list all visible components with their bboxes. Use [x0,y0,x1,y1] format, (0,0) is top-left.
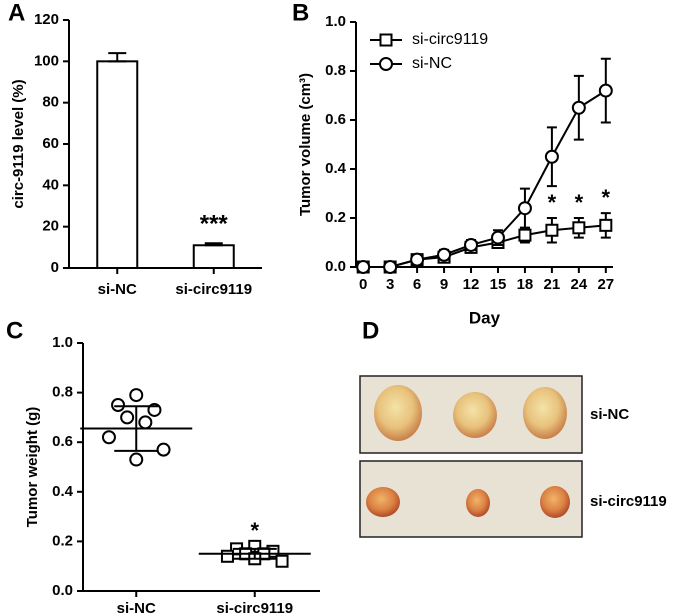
y-tick-label: 0 [51,259,59,276]
y-tick-label: 80 [42,94,59,111]
image-panel: D si-NC si-circ9119 [359,317,667,538]
y-tick-label: 0.8 [52,384,73,401]
x-tick-label: si-NC [117,600,156,616]
marker [383,260,398,274]
y-tick-label: 0.2 [325,209,346,226]
error-bar [204,242,223,247]
marker [599,218,613,232]
tumor [540,486,570,518]
marker [129,388,144,403]
panel-label: C [6,317,23,344]
x-tick-label: 6 [413,276,421,293]
y-tick-label: 60 [42,135,59,152]
marker [598,83,613,98]
error-bar [108,52,127,63]
marker [437,247,452,262]
bar [192,244,235,269]
tumor [523,387,567,439]
tumor [366,487,400,517]
marker [544,149,559,164]
photo-label: si-circ9119 [590,493,667,510]
marker [464,237,479,252]
panel-label: A [8,0,25,26]
bar [96,60,139,270]
y-tick-label: 40 [42,176,59,193]
marker [156,442,171,457]
marker [410,252,425,267]
marker [490,230,505,245]
y-tick-label: 0.6 [52,433,73,450]
marker [220,549,234,563]
x-tick-label: 0 [359,276,367,293]
annotation: * [250,518,259,543]
marker [379,57,393,71]
marker [517,201,532,216]
y-tick-label: 0.4 [325,160,347,177]
y-tick-label: 100 [34,52,59,69]
tumor [466,489,490,517]
marker [571,100,586,115]
y-axis-title: Tumor weight (g) [24,407,41,528]
y-tick-label: 120 [34,11,59,28]
x-tick-label: 9 [440,276,448,293]
legend-label: si-circ9119 [412,31,488,48]
marker [572,221,586,235]
y-tick-label: 0.4 [52,483,74,500]
marker [518,228,532,242]
marker [101,430,116,445]
marker [275,554,289,568]
x-tick-label: si-circ9119 [216,600,293,616]
error-bar [232,547,277,560]
y-tick-label: 0.8 [325,62,346,79]
y-tick-label: 20 [42,218,59,235]
annotation: *** [200,211,229,238]
photo-label: si-NC [590,406,629,423]
marker [120,410,135,425]
y-axis-title: Tumor volume (cm³) [297,73,314,216]
marker [129,452,144,467]
y-axis-title: circ-9119 level (%) [10,79,27,208]
annotation: * [575,190,584,215]
x-tick-label: 18 [517,276,534,293]
tumor [453,392,497,438]
annotation: * [548,190,557,215]
legend-label: si-NC [412,55,452,72]
error-bar [114,405,159,452]
panel-label: D [362,317,379,344]
x-tick-label: 3 [386,276,394,293]
x-tick-label: si-circ9119 [175,281,252,298]
series-line [363,89,607,268]
series-line [363,224,606,268]
x-tick-label: 12 [463,276,480,293]
marker [545,223,559,237]
annotation: * [602,185,611,210]
y-tick-label: 0.0 [325,258,346,275]
y-tick-label: 0.0 [52,582,73,599]
y-tick-label: 1.0 [52,334,73,351]
marker [111,398,126,412]
x-tick-label: 24 [571,276,588,293]
x-axis-title: Day [469,308,501,327]
x-tick-label: 15 [490,276,507,293]
y-tick-label: 0.6 [325,111,346,128]
y-tick-label: 1.0 [325,13,346,30]
marker [379,33,393,47]
panel-label: B [292,0,309,26]
y-tick-label: 0.2 [52,532,73,549]
marker [138,415,153,430]
tumor [374,385,422,441]
x-tick-label: si-NC [98,281,137,298]
marker [356,260,371,274]
x-tick-label: 27 [597,276,614,293]
x-tick-label: 21 [544,276,561,293]
